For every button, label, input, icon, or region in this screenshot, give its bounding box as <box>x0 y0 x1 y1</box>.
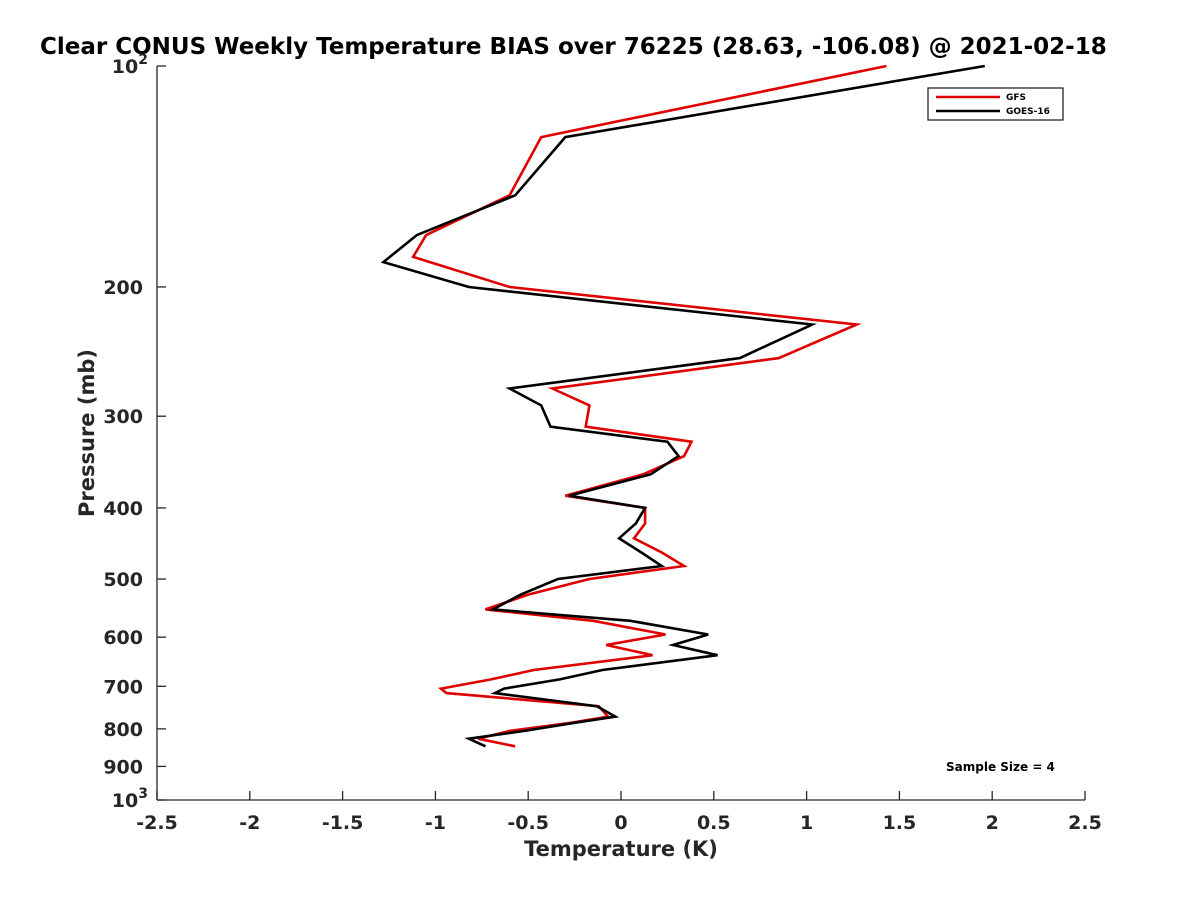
x-tick-label: -2.5 <box>136 812 178 834</box>
legend-box <box>927 87 1064 121</box>
x-tick-label: 1 <box>800 812 813 834</box>
y-tick-label: 900 <box>103 756 143 778</box>
x-tick-label: -1.5 <box>322 812 364 834</box>
chart-title: Clear CONUS Weekly Temperature BIAS over… <box>40 34 1107 60</box>
x-tick-label: 0 <box>614 812 627 834</box>
legend-label-gfs: GFS <box>1006 93 1026 103</box>
y-tick-label: 102 <box>112 52 148 78</box>
x-tick-label: 1.5 <box>883 812 917 834</box>
y-tick-label: 300 <box>103 406 143 428</box>
y-tick-label: 103 <box>112 786 148 812</box>
x-tick-label: 0.5 <box>697 812 731 834</box>
x-tick-label: 2.5 <box>1068 812 1102 834</box>
y-tick-label: 700 <box>103 676 143 698</box>
plot-area: -2.5 -2 -1.5 -1 -0.5 0 0.5 1 1.5 2 2.5 102 200 300 400… <box>103 52 1102 834</box>
y-tick-label: 800 <box>103 719 143 741</box>
x-tick-label: -2 <box>239 812 260 834</box>
y-tick-label: 200 <box>103 277 143 299</box>
sample-size-annotation: Sample Size = 4 <box>946 760 1055 774</box>
x-tick-label: -0.5 <box>507 812 549 834</box>
y-tick-label: 600 <box>103 627 143 649</box>
series-line-gfs <box>411 64 887 748</box>
legend-label-goes-16: GOES-16 <box>1006 107 1050 117</box>
y-tick-label: 400 <box>103 498 143 520</box>
x-tick-label: -1 <box>425 812 446 834</box>
x-axis-label: Temperature (K) <box>524 837 718 861</box>
series-line-goes-16 <box>380 64 986 748</box>
x-tick-label: 2 <box>986 812 999 834</box>
y-tick-label: 500 <box>103 569 143 591</box>
y-axis-label: Pressure (mb) <box>75 349 99 517</box>
